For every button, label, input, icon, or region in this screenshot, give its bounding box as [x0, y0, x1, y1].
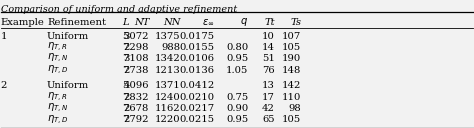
Text: 2832: 2832: [124, 93, 149, 102]
Text: 5: 5: [122, 81, 128, 90]
Text: 13: 13: [262, 81, 275, 90]
Text: 7: 7: [122, 66, 128, 75]
Text: $\eta_{T,D}$: $\eta_{T,D}$: [47, 113, 68, 126]
Text: 0.0175: 0.0175: [180, 31, 215, 40]
Text: 3072: 3072: [124, 31, 149, 40]
Text: 0.0217: 0.0217: [180, 104, 215, 113]
Text: $\eta_{T,R}$: $\eta_{T,R}$: [47, 41, 67, 54]
Text: 76: 76: [262, 66, 275, 75]
Text: 65: 65: [262, 115, 275, 124]
Text: Comparison of uniform and adaptive refinement: Comparison of uniform and adaptive refin…: [0, 4, 237, 14]
Text: 2298: 2298: [124, 43, 149, 52]
Text: 0.75: 0.75: [226, 93, 248, 102]
Text: Ts: Ts: [290, 18, 301, 27]
Text: L: L: [122, 18, 128, 27]
Text: 42: 42: [262, 104, 275, 113]
Text: 1.05: 1.05: [226, 66, 248, 75]
Text: 1371: 1371: [155, 81, 180, 90]
Text: NT: NT: [134, 18, 149, 27]
Text: 51: 51: [262, 54, 275, 63]
Text: 105: 105: [282, 115, 301, 124]
Text: 0.95: 0.95: [226, 115, 248, 124]
Text: 988: 988: [161, 43, 180, 52]
Text: 0.0215: 0.0215: [180, 115, 215, 124]
Text: 1162: 1162: [155, 104, 180, 113]
Text: 7: 7: [122, 104, 128, 113]
Text: 17: 17: [262, 93, 275, 102]
Text: 7: 7: [122, 43, 128, 52]
Text: 2738: 2738: [124, 66, 149, 75]
Text: 14: 14: [262, 43, 275, 52]
Text: 190: 190: [282, 54, 301, 63]
Text: 3108: 3108: [123, 54, 149, 63]
Text: $q$: $q$: [240, 16, 248, 28]
Text: 2: 2: [0, 81, 7, 90]
Text: $\eta_{T,D}$: $\eta_{T,D}$: [47, 64, 68, 77]
Text: 1220: 1220: [155, 115, 180, 124]
Text: $\varepsilon_{\infty}$: $\varepsilon_{\infty}$: [202, 17, 215, 27]
Text: Uniform: Uniform: [47, 31, 89, 40]
Text: 1240: 1240: [155, 93, 180, 102]
Text: 0.80: 0.80: [226, 43, 248, 52]
Text: 0.95: 0.95: [226, 54, 248, 63]
Text: 148: 148: [282, 66, 301, 75]
Text: 1342: 1342: [155, 54, 180, 63]
Text: $\eta_{T,R}$: $\eta_{T,R}$: [47, 90, 67, 104]
Text: Example: Example: [0, 18, 45, 27]
Text: 0.90: 0.90: [226, 104, 248, 113]
Text: 1375: 1375: [155, 31, 180, 40]
Text: $\eta_{T,N}$: $\eta_{T,N}$: [47, 102, 68, 115]
Text: 105: 105: [282, 43, 301, 52]
Text: 1: 1: [0, 31, 7, 40]
Text: Uniform: Uniform: [47, 81, 89, 90]
Text: 107: 107: [282, 31, 301, 40]
Text: NN: NN: [163, 18, 180, 27]
Text: 7: 7: [122, 54, 128, 63]
Text: 0.0136: 0.0136: [180, 66, 215, 75]
Text: 0.0106: 0.0106: [180, 54, 215, 63]
Text: 2678: 2678: [124, 104, 149, 113]
Text: $\eta_{T,N}$: $\eta_{T,N}$: [47, 52, 68, 65]
Text: Refinement: Refinement: [47, 18, 106, 27]
Text: 0.0155: 0.0155: [180, 43, 215, 52]
Text: 1213: 1213: [155, 66, 180, 75]
Text: 142: 142: [282, 81, 301, 90]
Text: 0.0412: 0.0412: [180, 81, 215, 90]
Text: 7: 7: [122, 115, 128, 124]
Text: Tt: Tt: [264, 18, 275, 27]
Text: 98: 98: [289, 104, 301, 113]
Text: 10: 10: [262, 31, 275, 40]
Text: 5: 5: [122, 31, 128, 40]
Text: 2792: 2792: [124, 115, 149, 124]
Text: 7: 7: [122, 93, 128, 102]
Text: 4096: 4096: [124, 81, 149, 90]
Text: 0.0210: 0.0210: [180, 93, 215, 102]
Text: 110: 110: [282, 93, 301, 102]
